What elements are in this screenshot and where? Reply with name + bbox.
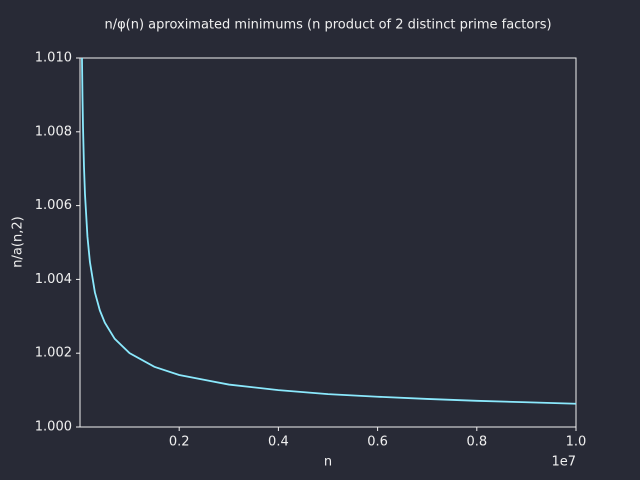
x-tick-label: 0.2 — [169, 435, 190, 450]
x-tick-label: 0.6 — [367, 435, 388, 450]
x-tick-label: 0.4 — [268, 435, 289, 450]
y-axis-label: n/a(n,2) — [11, 216, 26, 267]
data-line — [81, 58, 576, 405]
x-tick-label: 1.0 — [566, 435, 587, 450]
x-offset-label: 1e7 — [551, 455, 576, 470]
y-tick-label: 1.000 — [35, 420, 72, 435]
y-tick-label: 1.010 — [35, 51, 72, 66]
x-axis-label: n — [324, 455, 332, 470]
x-tick-label: 0.8 — [466, 435, 487, 450]
plot-frame — [79, 57, 577, 428]
chart-title: n/φ(n) aproximated minimums (n product o… — [104, 18, 551, 33]
y-tick-label: 1.002 — [35, 346, 72, 361]
y-tick-label: 1.004 — [35, 272, 72, 287]
y-tick-label: 1.006 — [35, 198, 72, 213]
y-tick-label: 1.008 — [35, 124, 72, 139]
